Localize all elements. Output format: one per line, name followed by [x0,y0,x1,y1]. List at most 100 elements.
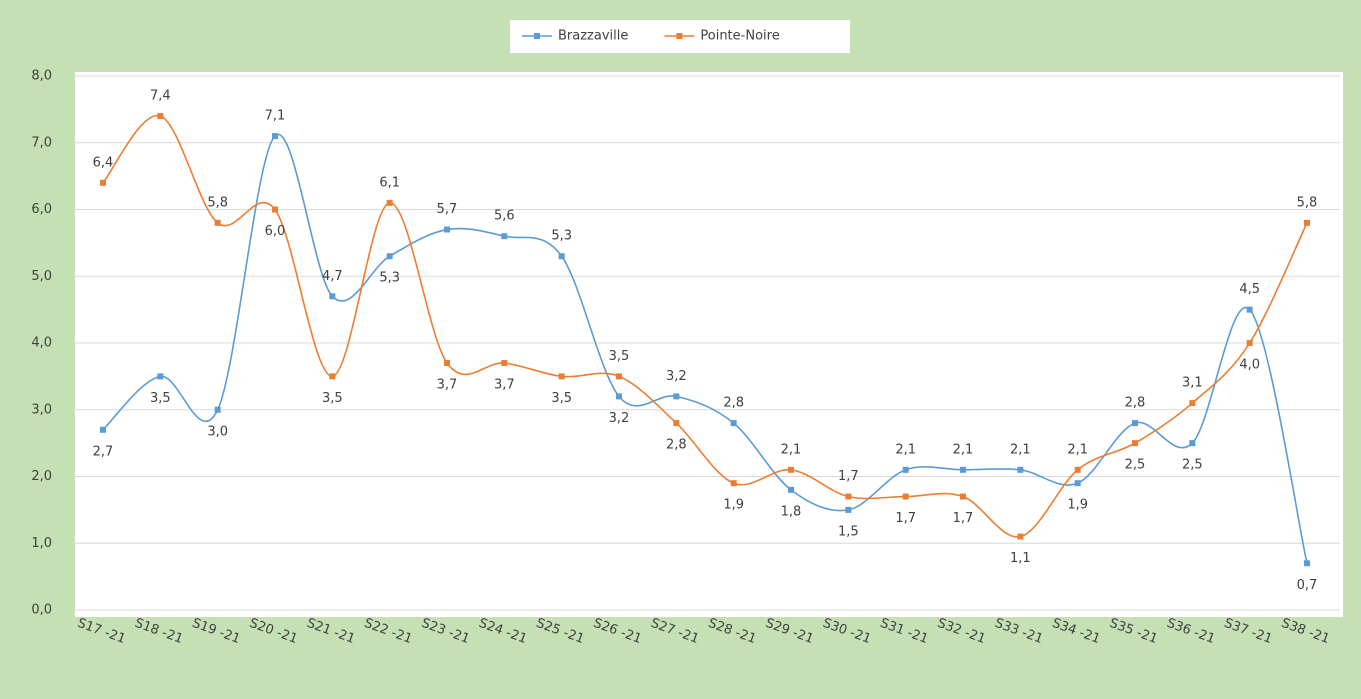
marker [214,406,221,413]
marker [845,493,852,500]
data-label: 6,4 [93,155,114,170]
marker [1304,219,1310,226]
marker [902,466,909,473]
marker [1189,400,1196,407]
marker [1246,306,1253,313]
data-label: 3,0 [207,424,228,439]
data-label: 3,1 [1182,376,1203,391]
legend-label: Pointe-Noire [700,29,779,44]
marker [272,206,278,213]
data-label: 2,1 [895,442,916,457]
data-label: 1,7 [838,469,859,484]
legend-marker [676,33,683,39]
marker [1074,480,1081,487]
marker [1017,466,1024,473]
y-tick-label: 7,0 [31,135,52,150]
y-tick-label: 4,0 [31,336,52,351]
marker [616,393,622,400]
marker [902,493,909,500]
marker [960,493,966,500]
marker [100,426,106,433]
marker [673,420,680,427]
data-label: 5,8 [207,195,228,210]
marker [386,253,393,260]
data-label: 7,4 [150,89,171,104]
marker [1246,340,1253,346]
data-label: 5,3 [379,271,400,286]
marker [788,486,794,493]
marker [444,226,450,233]
marker [1304,560,1310,567]
marker [730,420,737,427]
data-label: 1,1 [1010,551,1031,566]
data-label: 3,7 [494,378,515,393]
data-label: 1,9 [723,498,744,513]
data-label: 5,7 [437,202,458,217]
data-label: 1,8 [781,504,802,519]
data-label: 2,8 [1125,396,1146,411]
marker [1132,440,1138,447]
marker [272,133,278,140]
data-label: 3,2 [666,369,687,384]
marker [558,253,565,260]
marker [730,480,737,487]
marker [673,393,680,400]
data-label: 3,5 [150,391,171,406]
data-label: 2,1 [1067,442,1088,457]
marker [501,360,508,367]
data-label: 3,5 [551,391,572,406]
series-line [102,115,1308,538]
data-label: 4,0 [1239,358,1260,373]
data-label: 1,7 [895,511,916,526]
y-tick-label: 0,0 [31,603,52,618]
data-label: 2,1 [781,442,802,457]
marker [501,233,508,240]
marker [1189,440,1196,447]
y-tick-label: 2,0 [31,469,52,484]
data-label: 2,5 [1125,458,1146,473]
marker [845,506,852,513]
data-label: 0,7 [1297,578,1318,593]
labels: 2,7 3,5 3,0 7,1 4,7 5,3 5,7 5,6 5,3 3,2 3,2 2,8 1,8 1… [93,29,1318,593]
data-label: 4,5 [1239,282,1260,297]
data-label: 2,7 [93,444,114,459]
data-label: 5,8 [1297,195,1318,210]
marker [157,113,164,120]
marker [329,293,336,300]
data-label: 2,1 [953,442,974,457]
data-label: 2,8 [666,438,687,453]
data-label: 1,9 [1067,498,1088,513]
legend-label: Brazzaville [558,29,628,44]
data-label: 5,3 [551,229,572,244]
marker [1074,466,1081,473]
y-tick-label: 5,0 [31,269,52,284]
data-label: 3,7 [437,378,458,393]
marker [960,466,966,473]
data-label: 2,8 [723,396,744,411]
marker [444,360,450,367]
data-label: 3,5 [609,349,630,364]
data-label: 2,5 [1182,458,1203,473]
marker [214,219,221,226]
marker [616,373,622,380]
data-label: 4,7 [322,269,343,284]
y-tick-label: 8,0 [31,69,52,84]
data-label: 6,0 [265,224,286,239]
data-label: 1,5 [838,524,859,539]
marker [1132,420,1138,427]
marker [329,373,336,380]
data-label: 6,1 [379,175,400,190]
data-label: 3,5 [322,391,343,406]
marker [100,179,106,186]
marker [788,466,794,473]
marker [1017,533,1024,540]
y-tick-label: 1,0 [31,536,52,551]
marker [386,199,393,206]
data-label: 2,1 [1010,442,1031,457]
data-label: 1,7 [953,511,974,526]
data-label: 5,6 [494,209,515,224]
data-label: 7,1 [265,109,286,124]
marker [558,373,565,380]
